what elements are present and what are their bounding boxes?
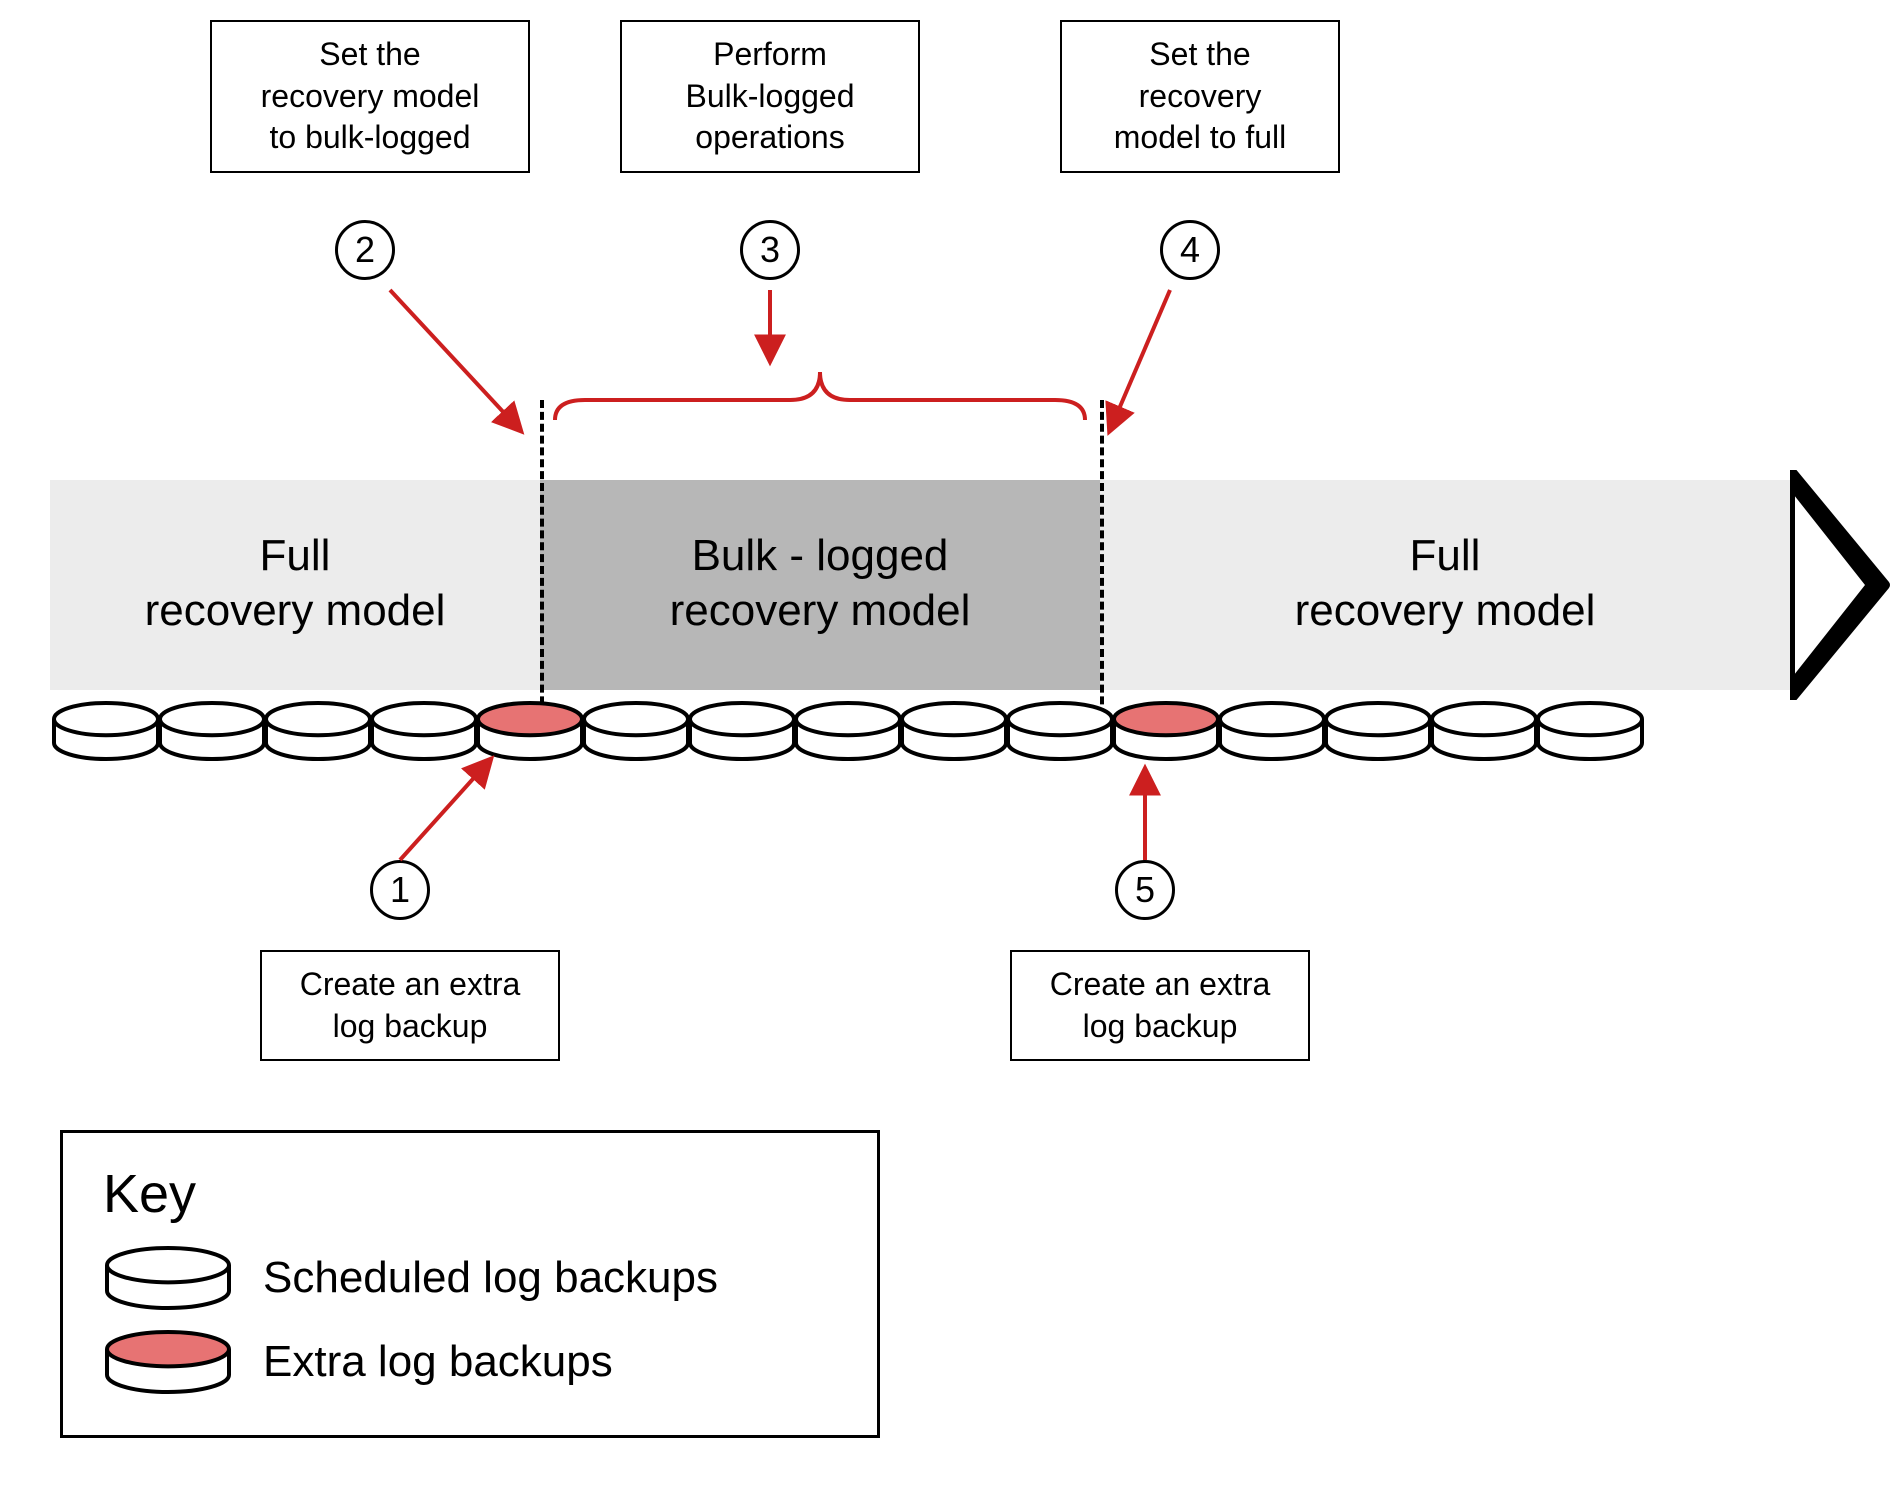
scheduled-backup-cylinder-icon — [262, 700, 374, 762]
legend-row-scheduled: Scheduled log backups — [103, 1245, 837, 1311]
scheduled-backup-cylinder-icon — [792, 700, 904, 762]
step2-number: 2 — [335, 220, 395, 280]
timeline-arrowhead-icon — [1790, 470, 1890, 700]
step4-number: 4 — [1160, 220, 1220, 280]
diagram-canvas: { "timeline": { "segments": [ { "label":… — [0, 0, 1892, 1495]
step5-box: Create an extralog backup — [1010, 950, 1310, 1061]
legend-box: Key Scheduled log backups Extra log back… — [60, 1130, 880, 1438]
scheduled-backup-cylinder-icon — [1322, 700, 1434, 762]
scheduled-backup-cylinder-icon — [580, 700, 692, 762]
step4-box: Set therecoverymodel to full — [1060, 20, 1340, 173]
cylinder-row — [50, 700, 1640, 762]
legend-extra-label: Extra log backups — [263, 1337, 613, 1387]
segment-label-full-2: Fullrecovery model — [1100, 528, 1790, 638]
legend-title: Key — [103, 1163, 837, 1225]
step3-number: 3 — [740, 220, 800, 280]
legend-scheduled-label: Scheduled log backups — [263, 1253, 718, 1303]
extra-backup-cylinder-icon — [474, 700, 586, 762]
scheduled-backup-cylinder-icon — [50, 700, 162, 762]
step2-box: Set therecovery modelto bulk-logged — [210, 20, 530, 173]
scheduled-backup-cylinder-icon — [686, 700, 798, 762]
step3-box: PerformBulk-loggedoperations — [620, 20, 920, 173]
dash-1 — [540, 400, 544, 740]
step1-box: Create an extralog backup — [260, 950, 560, 1061]
legend-extra-icon — [103, 1329, 233, 1395]
scheduled-backup-cylinder-icon — [1216, 700, 1328, 762]
scheduled-backup-cylinder-icon — [156, 700, 268, 762]
scheduled-backup-cylinder-icon — [368, 700, 480, 762]
legend-scheduled-icon — [103, 1245, 233, 1311]
scheduled-backup-cylinder-icon — [1534, 700, 1646, 762]
step1-number: 1 — [370, 860, 430, 920]
scheduled-backup-cylinder-icon — [898, 700, 1010, 762]
segment-label-full-1: Fullrecovery model — [50, 528, 540, 638]
dash-2 — [1100, 400, 1104, 740]
segment-label-bulk: Bulk - loggedrecovery model — [540, 528, 1100, 638]
step5-number: 5 — [1115, 860, 1175, 920]
extra-backup-cylinder-icon — [1110, 700, 1222, 762]
scheduled-backup-cylinder-icon — [1428, 700, 1540, 762]
legend-row-extra: Extra log backups — [103, 1329, 837, 1395]
scheduled-backup-cylinder-icon — [1004, 700, 1116, 762]
